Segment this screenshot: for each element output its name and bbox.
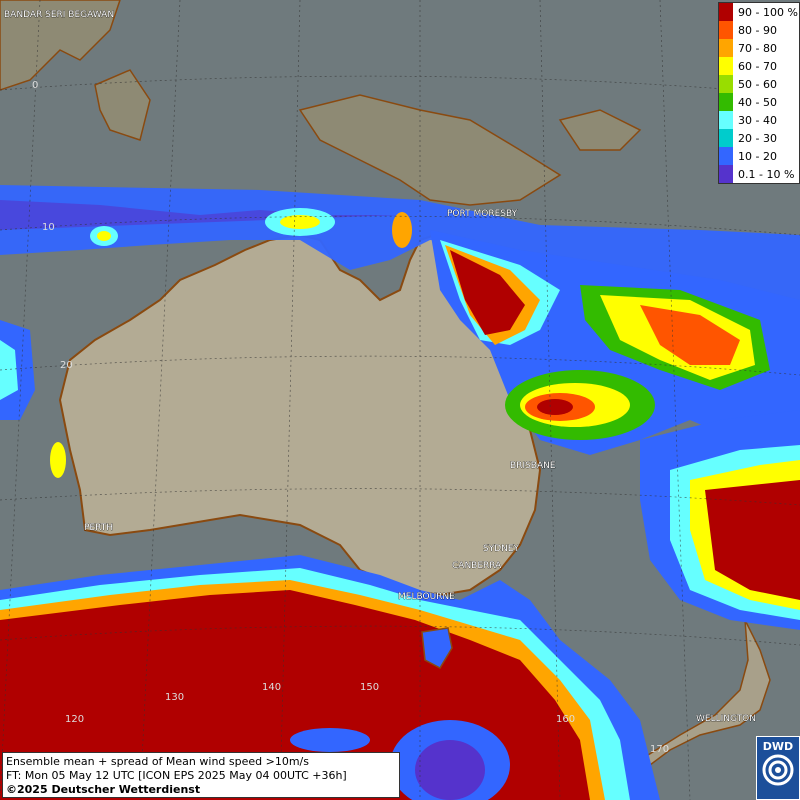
legend-label: 70 - 80: [738, 41, 777, 55]
lon-label-160: 160: [556, 714, 575, 725]
dwd-logo-text: DWD: [762, 740, 794, 753]
lat-label-0: 0: [32, 80, 38, 91]
lat-label-10: 10: [42, 222, 55, 233]
lon-label-150: 150: [360, 682, 379, 693]
legend-entry: 50 - 60: [719, 75, 799, 93]
legend-label: 80 - 90: [738, 23, 777, 37]
lon-label-120: 120: [65, 714, 84, 725]
city-port-moresby: PORT MORESBY: [447, 209, 518, 219]
info-forecast-time: FT: Mon 05 May 12 UTC [ICON EPS 2025 May…: [6, 769, 347, 782]
legend-label: 90 - 100 %: [738, 5, 798, 19]
legend-entry: 10 - 20: [719, 147, 799, 165]
legend-entry: 80 - 90: [719, 21, 799, 39]
lat-label-20: 20: [60, 360, 73, 371]
dwd-swirl-icon: [762, 754, 794, 786]
info-box: Ensemble mean + spread of Mean wind spee…: [2, 752, 400, 798]
legend-swatch: [719, 57, 733, 75]
legend-label: 10 - 20: [738, 149, 777, 163]
lon-label-130: 130: [165, 692, 184, 703]
dwd-logo: DWD: [756, 736, 800, 800]
city-labels: BANDAR SERI BEGAWAN PORT MORESBY BRISBAN…: [4, 10, 757, 725]
lon-label-140: 140: [262, 682, 281, 693]
city-sydney: SYDNEY: [483, 544, 520, 554]
city-brisbane: BRISBANE: [510, 461, 556, 471]
legend: 90 - 100 % 80 - 90 70 - 80 60 - 70 50 - 60 40…: [718, 2, 800, 184]
city-wellington: WELLINGTON: [696, 714, 756, 724]
legend-label: 40 - 50: [738, 95, 777, 109]
info-copyright: ©2025 Deutscher Wetterdienst: [6, 783, 201, 796]
northern-landmasses: [0, 0, 642, 206]
legend-label: 50 - 60: [738, 77, 777, 91]
legend-swatch: [719, 21, 733, 39]
legend-label: 0.1 - 10 %: [738, 167, 795, 181]
legend-swatch: [719, 147, 733, 165]
lon-label-170: 170: [650, 744, 669, 755]
city-perth: PERTH: [84, 523, 113, 533]
legend-label: 20 - 30: [738, 131, 777, 145]
legend-entry: 0.1 - 10 %: [719, 165, 799, 183]
legend-swatch: [719, 93, 733, 111]
legend-swatch: [719, 165, 733, 183]
legend-entry: 70 - 80: [719, 39, 799, 57]
legend-entry: 60 - 70: [719, 57, 799, 75]
legend-label: 60 - 70: [738, 59, 777, 73]
legend-swatch: [719, 75, 733, 93]
grid-labels: 0 10 20 120 130 140 150 160 170: [32, 80, 669, 755]
legend-swatch: [719, 111, 733, 129]
legend-entry: 40 - 50: [719, 93, 799, 111]
tasmania: [421, 627, 453, 669]
city-melbourne: MELBOURNE: [398, 592, 455, 602]
city-canberra: CANBERRA: [452, 561, 502, 571]
legend-swatch: [719, 39, 733, 57]
legend-label: 30 - 40: [738, 113, 777, 127]
info-title: Ensemble mean + spread of Mean wind spee…: [6, 755, 309, 768]
legend-entry: 30 - 40: [719, 111, 799, 129]
legend-entry: 20 - 30: [719, 129, 799, 147]
legend-swatch: [719, 129, 733, 147]
legend-entry: 90 - 100 %: [719, 3, 799, 21]
legend-swatch: [719, 3, 733, 21]
city-bandar-seri-begawan: BANDAR SERI BEGAWAN: [4, 10, 114, 20]
